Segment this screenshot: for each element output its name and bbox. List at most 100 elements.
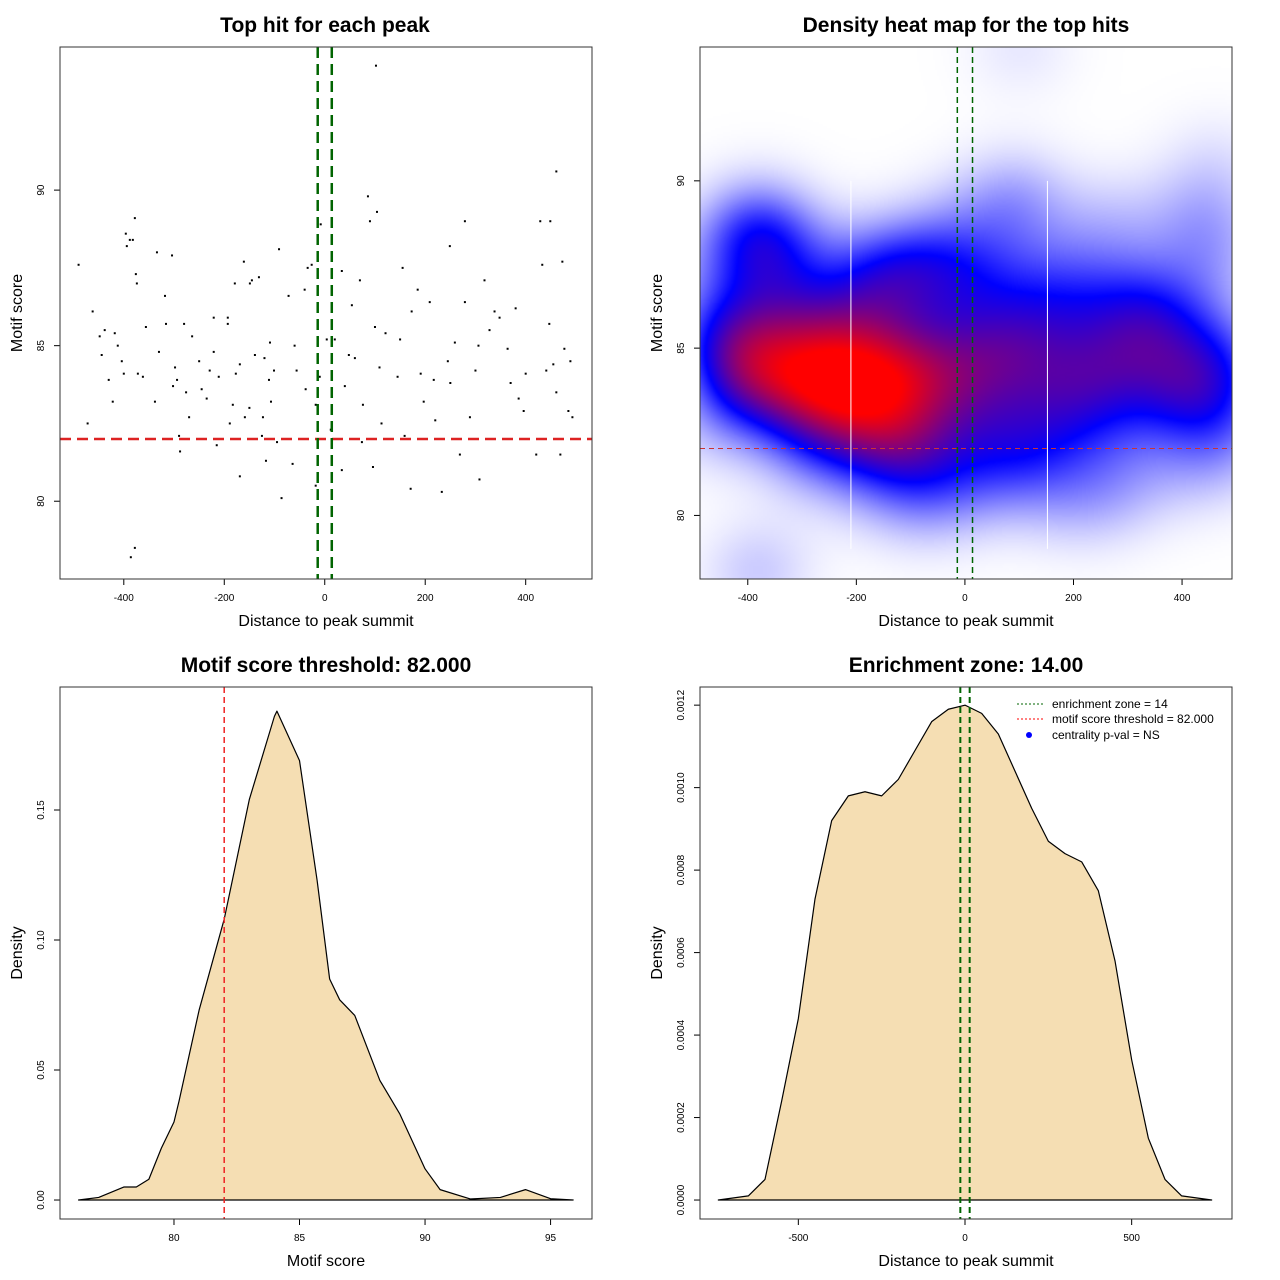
data-point (463, 301, 466, 304)
data-point (314, 484, 317, 487)
data-point (171, 254, 174, 257)
plot-frame (699, 46, 1233, 580)
y-tick-label: 0.10 (36, 930, 47, 950)
y-tick-label: 90 (676, 175, 687, 187)
heatmap-title: Density heat map for the top hits (803, 14, 1130, 37)
data-point (555, 391, 558, 394)
plot-frame (59, 46, 593, 580)
distance-density-title: Enrichment zone: 14.00 (849, 654, 1084, 677)
data-point (483, 279, 486, 282)
data-point (524, 372, 527, 375)
data-point (234, 372, 237, 375)
plot-area (717, 687, 1213, 1219)
y-tick-label: 0.15 (36, 800, 47, 820)
data-point (86, 422, 89, 425)
x-tick-label: -400 (738, 593, 758, 604)
data-point (340, 469, 343, 472)
data-point (228, 422, 231, 425)
heatmap-xlabel: Distance to peak summit (878, 613, 1054, 630)
data-point (396, 375, 399, 378)
data-point (561, 260, 564, 263)
data-point (238, 475, 241, 478)
x-tick-label: 200 (417, 593, 434, 604)
density-curve (77, 710, 574, 1201)
data-point (116, 344, 119, 347)
plot-area (60, 47, 592, 579)
score-density-xlabel: Motif score (287, 1253, 365, 1270)
data-point (191, 335, 194, 338)
data-point (448, 245, 451, 248)
data-point (446, 360, 449, 363)
data-point (432, 378, 435, 381)
y-tick-label: 80 (676, 509, 687, 521)
data-point (124, 232, 127, 235)
density-curve (717, 704, 1213, 1201)
data-point (506, 347, 509, 350)
data-point (293, 344, 296, 347)
data-point (261, 416, 264, 419)
data-point (267, 378, 270, 381)
data-point (493, 310, 496, 313)
y-tick-label: 0.0012 (676, 689, 687, 720)
data-point (269, 400, 272, 403)
data-point (360, 441, 363, 444)
y-tick-label: 90 (36, 184, 47, 196)
data-point (253, 354, 256, 356)
y-tick-label: 0.0010 (676, 772, 687, 803)
data-point (409, 487, 412, 490)
data-point (120, 360, 123, 363)
data-point (498, 316, 501, 319)
data-point (340, 270, 343, 272)
data-point (128, 238, 131, 241)
data-point (366, 195, 369, 198)
y-tick-label: 0.0008 (676, 854, 687, 885)
data-point (535, 453, 538, 456)
data-point (287, 294, 290, 297)
data-point (539, 220, 542, 223)
data-point (422, 400, 425, 403)
plot-frame (699, 686, 1233, 1220)
data-point (107, 378, 110, 381)
data-point (458, 453, 461, 456)
distance-density-xlabel: Distance to peak summit (878, 1253, 1054, 1270)
x-tick-label: 90 (419, 1233, 431, 1244)
data-point (133, 217, 136, 220)
data-point (303, 288, 306, 291)
data-point (375, 210, 378, 213)
data-point (231, 403, 234, 406)
data-point (541, 263, 544, 266)
data-point (474, 369, 477, 372)
x-tick-label: -400 (114, 593, 134, 604)
data-point (276, 441, 279, 444)
data-point (571, 416, 574, 419)
data-point (410, 310, 413, 313)
data-point (136, 372, 139, 375)
scatter-xlabel: Distance to peak summit (238, 613, 414, 630)
data-point (453, 341, 456, 344)
y-tick-label: 85 (36, 340, 47, 352)
data-point (183, 322, 186, 325)
data-point (440, 490, 443, 493)
data-point (567, 410, 570, 412)
y-tick-label: 0.05 (36, 1060, 47, 1080)
data-point (133, 546, 136, 549)
distance-density-ylabel: Density (649, 926, 666, 979)
legend-label: centrality p-val = NS (1052, 728, 1160, 742)
data-point (250, 279, 253, 282)
data-point (248, 406, 251, 409)
y-tick-label: 80 (36, 495, 47, 507)
data-point (260, 434, 263, 437)
plot-area (700, 47, 1232, 579)
data-point (310, 263, 313, 266)
data-point (179, 450, 182, 453)
data-point (548, 322, 551, 325)
data-point (77, 263, 80, 266)
data-point (100, 354, 103, 356)
data-point (361, 403, 364, 406)
score-density-ylabel: Density (9, 926, 26, 979)
x-tick-label: 200 (1065, 593, 1082, 604)
data-point (174, 366, 177, 369)
data-point (343, 385, 346, 388)
plot-area (77, 687, 574, 1219)
data-point (318, 375, 321, 378)
